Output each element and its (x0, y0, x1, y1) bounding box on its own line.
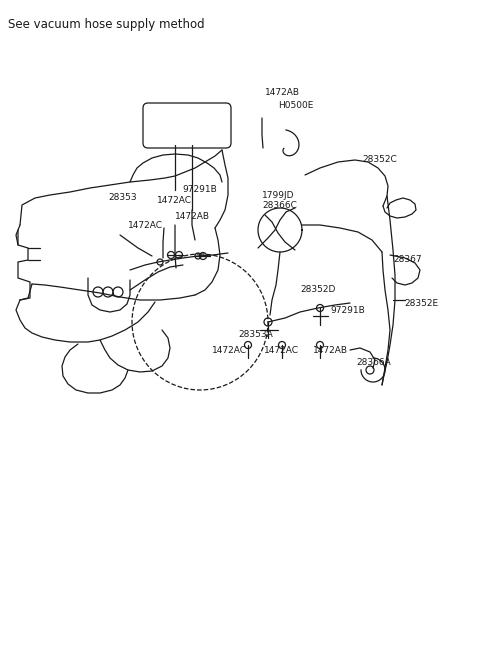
Text: 1472AC: 1472AC (212, 346, 247, 355)
Text: 28366C: 28366C (262, 201, 297, 210)
Text: 1472AB: 1472AB (175, 212, 210, 221)
Text: 28353A: 28353A (238, 330, 273, 339)
Text: 1472AC: 1472AC (157, 196, 192, 205)
Text: 28353: 28353 (108, 193, 137, 202)
Text: 1799JD: 1799JD (262, 191, 295, 200)
Text: 1472AB: 1472AB (265, 88, 300, 97)
Text: 28367: 28367 (393, 255, 421, 264)
Text: See vacuum hose supply method: See vacuum hose supply method (8, 18, 204, 31)
Text: 1472AC: 1472AC (128, 221, 163, 230)
Text: H0500E: H0500E (278, 101, 313, 110)
Text: 28352E: 28352E (404, 299, 438, 308)
Text: 28366A: 28366A (356, 358, 391, 367)
Text: 1472AB: 1472AB (313, 346, 348, 355)
Text: 1472AC: 1472AC (264, 346, 299, 355)
Text: 28352D: 28352D (300, 285, 336, 294)
Text: 97291B: 97291B (182, 185, 217, 194)
Text: 28352C: 28352C (362, 155, 397, 164)
Text: 97291B: 97291B (330, 306, 365, 315)
